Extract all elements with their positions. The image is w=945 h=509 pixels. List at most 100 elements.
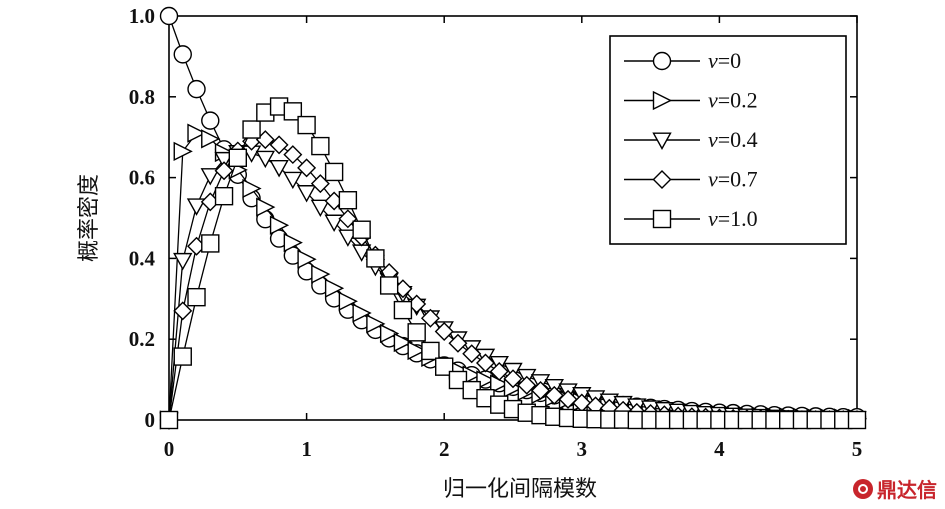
data-point [187, 287, 206, 307]
data-point [187, 79, 206, 99]
data-point [435, 357, 454, 376]
legend-marker [652, 90, 673, 111]
data-point [283, 171, 303, 190]
data-point [269, 215, 290, 235]
series-square [159, 97, 867, 430]
data-point [283, 102, 303, 121]
data-point [338, 191, 358, 210]
data-point [531, 381, 551, 400]
data-point [324, 162, 344, 182]
legend-marker [652, 209, 672, 229]
data-point [558, 389, 578, 409]
x-axis-title: 归一化间隔模数 [443, 477, 597, 502]
legend-label: ν=0 [708, 48, 741, 73]
data-point [448, 370, 468, 390]
y-tick-label: 0 [145, 408, 156, 432]
data-point [352, 220, 371, 239]
watermark-text: 鼎达信 [877, 478, 937, 502]
data-point [489, 362, 509, 382]
data-point [462, 344, 482, 364]
data-point [283, 233, 303, 253]
axes: 0 1 2 3 4 5 0 0.2 0.4 0.6 0.8 1.0 [129, 4, 863, 461]
data-point [173, 301, 193, 321]
x-tick-label: 3 [577, 437, 588, 461]
plot-frame [168, 15, 858, 421]
y-tick-label: 0.4 [129, 246, 156, 270]
data-point [201, 111, 220, 130]
data-point [421, 341, 440, 361]
data-point [242, 178, 262, 199]
data-point [517, 375, 537, 395]
x-tick-label: 1 [301, 437, 312, 461]
data-point [173, 347, 192, 366]
data-point [324, 214, 344, 232]
legend-value: =0 [718, 48, 741, 73]
legend-label: ν=0.2 [708, 88, 758, 113]
data-point [159, 410, 179, 430]
data-point [366, 314, 386, 334]
data-point [407, 323, 426, 342]
series-layer [159, 6, 868, 430]
data-point [173, 141, 193, 161]
data-point [214, 186, 234, 206]
data-point [379, 323, 400, 344]
legend-label: ν=0.4 [708, 127, 758, 152]
x-tick-label: 4 [714, 437, 725, 461]
data-point [269, 159, 289, 178]
data-point [475, 353, 495, 373]
data-point [544, 385, 564, 405]
legend-value: =0.7 [718, 167, 758, 192]
data-point [297, 249, 317, 269]
watermark: 鼎达信 [853, 474, 937, 503]
data-point [503, 369, 523, 389]
data-point [297, 158, 317, 178]
data-point [242, 120, 261, 139]
data-point [214, 151, 234, 170]
data-point [173, 45, 192, 64]
data-point [256, 197, 276, 217]
legend-marker [652, 51, 672, 71]
data-point [448, 333, 468, 353]
legend: ν=0ν=0.2ν=0.4ν=0.7ν=1.0 [609, 35, 847, 245]
data-point [159, 6, 179, 26]
data-point [283, 145, 303, 165]
legend-symbol: ν [708, 48, 718, 73]
data-point [393, 332, 413, 353]
data-point [214, 161, 234, 181]
data-point [434, 322, 454, 342]
legend-value: =0.4 [718, 127, 758, 152]
legend-symbol: ν [708, 206, 718, 231]
data-point [173, 252, 193, 271]
data-point [338, 291, 358, 311]
data-point [201, 129, 221, 149]
data-point [311, 264, 331, 284]
data-point [847, 410, 867, 430]
data-point [187, 123, 207, 143]
y-tick-label: 1.0 [129, 4, 155, 28]
data-point [338, 209, 358, 229]
legend-value: =1.0 [718, 206, 758, 231]
data-point [338, 229, 358, 247]
x-tick-label: 0 [164, 437, 175, 461]
watermark-logo-icon [853, 478, 873, 499]
data-point [310, 199, 331, 218]
x-tick-label: 2 [439, 437, 450, 461]
legend-value: =0.2 [718, 88, 758, 113]
legend-label: ν=0.7 [708, 167, 758, 192]
data-point [311, 136, 330, 156]
data-point [201, 234, 220, 253]
data-point [200, 168, 220, 186]
y-tick-label: 0.6 [129, 166, 155, 190]
data-point [476, 370, 496, 390]
data-point [407, 340, 427, 361]
data-point [186, 198, 207, 216]
data-point [297, 115, 316, 135]
data-point [255, 150, 276, 169]
data-point [366, 249, 385, 268]
data-point [379, 276, 399, 295]
y-axis-title: 概率密度 [77, 174, 102, 262]
legend-symbol: ν [708, 167, 718, 192]
x-tick-label: 5 [852, 437, 863, 461]
legend-label: ν=1.0 [708, 206, 758, 231]
